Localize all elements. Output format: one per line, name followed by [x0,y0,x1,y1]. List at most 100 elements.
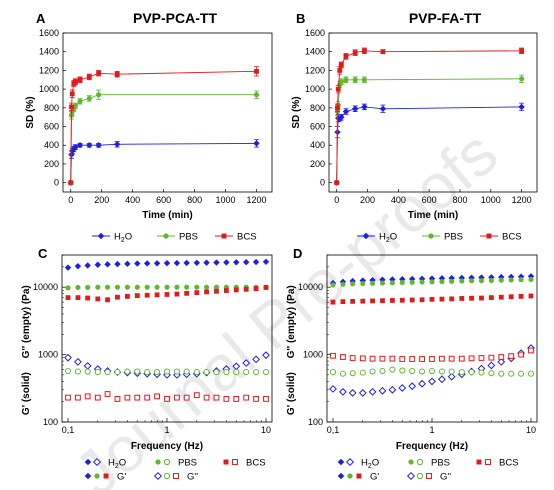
legend-bottom: H2O PBS BCS G' G'' [337,458,519,483]
data-point-bcs-g- [380,298,385,304]
data-point-pbs-g- [134,368,141,375]
data-point-bcs-g- [124,394,131,401]
data-point-bcs-g- [419,356,425,362]
x-axis-label: Time (min) [408,210,458,221]
legend-label: G' [370,472,379,483]
data-point-h2o-g- [134,260,141,267]
data-point-pbs-g- [64,367,72,375]
data-point-bcs [335,86,341,92]
data-point-bcs-g- [104,391,111,397]
legend-marker [155,459,161,465]
y-tick-label: 0 [320,178,325,188]
data-point-bcs-g- [419,297,425,303]
legend-marker [173,473,179,479]
data-point-h2o-g- [64,353,72,362]
panel-letter-b: B [296,11,305,26]
data-point-pbs-g- [488,277,494,283]
legend-marker [428,233,434,239]
plot-b: 0 200 400 600 800 1000 1200 1400 1600 0 200 400 600 8… [291,28,538,221]
data-point-h2o-g- [163,370,171,379]
data-point-bcs [254,68,259,74]
data-point-bcs-g- [498,294,504,300]
data-point-pbs-g- [369,368,376,375]
x-axis-label: Frequency (Hz) [396,441,468,452]
y-tick-label: 0 [54,178,59,188]
data-point-bcs [96,70,102,76]
data-point-h2o-g- [388,385,397,394]
data-point-h2o-g- [428,377,436,386]
data-point-pbs-g- [223,369,230,376]
x-tick-label: 10 [261,425,271,435]
data-point-bcs-g- [154,393,160,400]
data-point-pbs-g- [104,369,111,376]
y-axis-label-top: G'' (empty) (Pa) [286,285,297,358]
plot-frame [62,32,273,193]
data-point-pbs-g- [478,369,485,376]
y-tick-label: 1600 [305,28,325,38]
legend-label: PBS [178,458,197,469]
legend-marker [485,459,491,465]
data-point-pbs [352,77,358,83]
legend-label-subscript: 2 [121,237,125,244]
legend-marker [163,472,171,480]
data-point-bcs-g- [75,394,81,401]
data-point-bcs-g- [508,353,515,359]
legend-label: PBS [179,232,198,243]
data-point-pbs-g- [154,284,160,290]
data-point-bcs-g- [164,292,170,297]
y-tick-label: 10000 [298,282,323,292]
data-point-bcs-g- [528,293,534,299]
data-point-pbs-g- [114,284,121,290]
legend-marker [163,458,171,466]
data-point-pbs-g- [164,284,170,290]
data-point-h2o [361,103,368,111]
data-point-pbs-g- [253,369,260,376]
legend-marker [97,232,105,240]
data-point-h2o-g- [348,389,357,397]
data-point-h2o [113,141,121,148]
data-point-bcs-g- [253,396,259,402]
x-axis-label: Time (min) [142,210,192,221]
data-point-pbs-g- [370,280,376,286]
data-point-h2o-g- [173,259,181,267]
legend-marker [84,472,92,480]
y-tick-label: 1000 [39,84,59,94]
data-point-bcs-g- [223,288,229,293]
x-tick-label: 1000 [216,195,236,205]
data-point-bcs-g- [468,355,475,362]
x-tick-label: 1200 [247,195,267,205]
data-point-pbs-g- [85,284,91,291]
data-point-pbs-g- [419,279,425,285]
legend-label: BCS [246,458,266,469]
legend-marker [163,233,169,239]
data-point-pbs-g- [154,369,161,376]
data-point-bcs [69,91,75,97]
data-point-bcs [69,104,74,110]
data-point-bcs [519,48,524,54]
data-point-h2o-g- [94,261,102,268]
data-point-bcs [334,180,340,186]
data-point-bcs-g- [115,294,120,300]
data-point-bcs-g- [95,296,101,302]
data-point-pbs-g- [449,278,455,284]
data-point-pbs-g- [193,369,200,376]
data-point-h2o-g- [163,259,171,267]
data-point-h2o-g- [368,387,377,396]
data-point-bcs-g- [488,354,495,361]
data-point-bcs-g- [528,347,534,354]
data-point-bcs-g- [174,291,180,297]
y-axis-label: SD (%) [291,96,302,128]
data-point-bcs-g- [399,297,405,303]
data-point-pbs-g- [518,277,524,283]
panel-c: C 100 1000 10000 0,1 1 10 Frequency (Hz) G'' (e… [21,246,273,452]
data-point-h2o-g- [262,351,270,360]
plot-a: 0 200 400 600 800 1000 1200 1400 1600 0 200 400 600 8… [25,28,273,221]
legend-label: BCS [502,232,522,243]
data-point-bcs [352,50,358,56]
data-point-bcs-g- [144,292,150,298]
data-point-bcs-g- [360,298,366,304]
data-point-pbs-g- [350,281,356,287]
y-axis-label: SD (%) [25,96,36,128]
data-point-bcs-g- [370,298,375,304]
legend-marker [416,458,424,466]
